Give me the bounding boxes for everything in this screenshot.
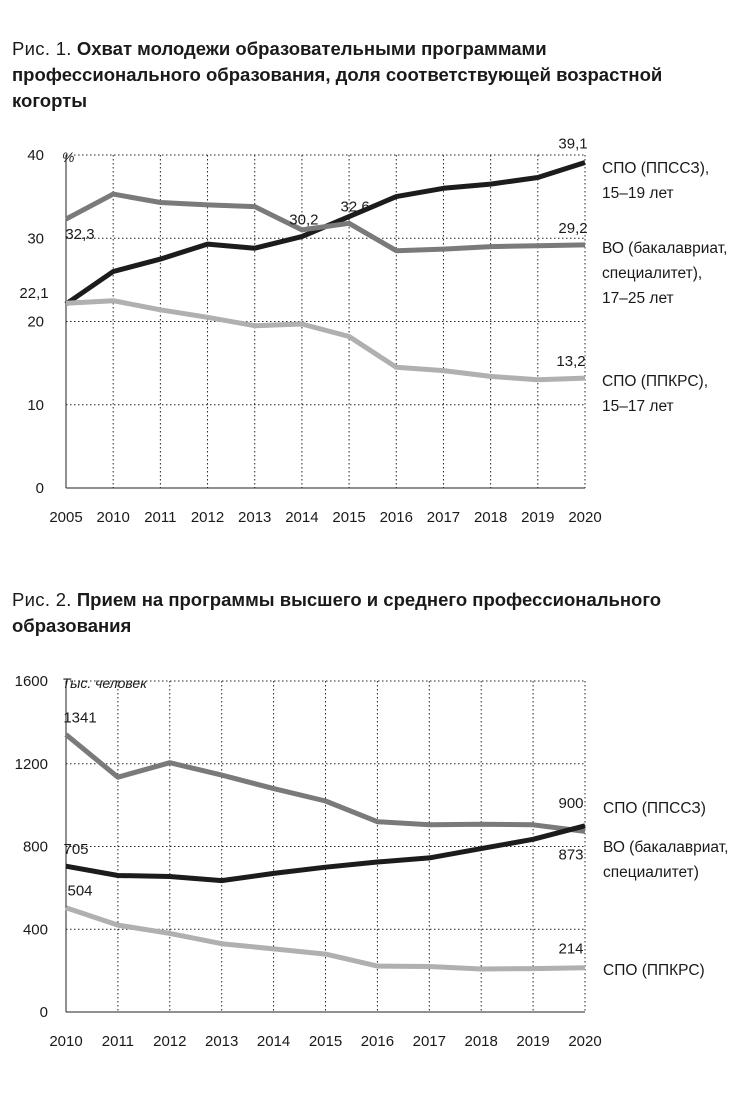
data-label: 29,2 xyxy=(558,220,587,237)
unit-label: % xyxy=(62,149,74,165)
series-name-label: специалитет) xyxy=(603,864,699,881)
y-tick-label: 0 xyxy=(36,480,44,497)
data-label: 13,2 xyxy=(556,353,585,370)
x-tick-label: 2017 xyxy=(427,509,460,526)
data-label: 705 xyxy=(63,841,88,858)
x-tick-label: 2010 xyxy=(49,1033,82,1050)
data-label: 504 xyxy=(67,883,92,900)
series-line-2 xyxy=(64,191,586,254)
unit-label: Тыс. человек xyxy=(62,675,148,691)
x-tick-label: 2015 xyxy=(309,1033,342,1050)
y-tick-label: 800 xyxy=(23,839,48,856)
x-tick-label: 2019 xyxy=(516,1033,549,1050)
x-tick-label: 2013 xyxy=(238,509,271,526)
series-name-label: 17–25 лет xyxy=(602,290,674,307)
figure-2-title: Рис. 2. Прием на программы высшего и сре… xyxy=(12,587,712,639)
y-tick-label: 10 xyxy=(27,397,44,414)
figure-2-title-text: Прием на программы высшего и среднего пр… xyxy=(12,589,662,636)
x-tick-label: 2020 xyxy=(568,509,601,526)
x-tick-label: 2015 xyxy=(332,509,365,526)
y-tick-label: 0 xyxy=(40,1004,48,1021)
y-tick-label: 1200 xyxy=(15,756,48,773)
x-tick-label: 2014 xyxy=(257,1033,290,1050)
data-label: 32,3 xyxy=(65,226,94,243)
y-tick-label: 40 xyxy=(27,147,44,164)
series-name-label: СПО (ППКРС) xyxy=(603,962,705,979)
y-tick-label: 20 xyxy=(27,314,44,331)
x-tick-label: 2005 xyxy=(49,509,82,526)
data-label: 900 xyxy=(558,795,583,812)
x-tick-label: 2016 xyxy=(380,509,413,526)
data-label: 214 xyxy=(558,941,583,958)
x-tick-label: 2016 xyxy=(361,1033,394,1050)
data-label: 873 xyxy=(558,846,583,863)
series-name-label: ВО (бакалавриат, xyxy=(603,839,728,856)
x-tick-label: 2013 xyxy=(205,1033,238,1050)
series-name-label: специалитет), xyxy=(602,265,702,282)
series-line-1 xyxy=(64,732,586,834)
series-name-label: СПО (ППКРС), xyxy=(602,373,708,390)
series-line-3 xyxy=(65,298,586,383)
figure-1-title: Рис. 1. Охват молодежи образовательными … xyxy=(12,36,712,114)
series-name-label: СПО (ППССЗ), xyxy=(602,160,709,177)
x-tick-label: 2011 xyxy=(144,509,176,526)
y-tick-label: 1600 xyxy=(15,673,48,690)
x-tick-label: 2010 xyxy=(96,509,129,526)
data-label: 32,6 xyxy=(340,198,369,215)
figure-1-prefix: Рис. 1. xyxy=(12,38,72,59)
y-tick-label: 400 xyxy=(23,921,48,938)
x-tick-label: 2019 xyxy=(521,509,554,526)
x-tick-label: 2017 xyxy=(413,1033,446,1050)
chart-1: 0 10 20 30 40 2005 2010 2011 2012 2013 2014 2015 201… xyxy=(19,135,727,526)
figure-2-prefix: Рис. 2. xyxy=(12,589,72,610)
y-tick-label: 30 xyxy=(27,230,44,247)
series-name-label: 15–17 лет xyxy=(602,398,674,415)
data-label: 30,2 xyxy=(289,212,318,229)
series-line-3 xyxy=(65,905,586,972)
series-line-2 xyxy=(65,823,586,884)
x-tick-label: 2012 xyxy=(153,1033,186,1050)
x-tick-label: 2014 xyxy=(285,509,318,526)
x-tick-label: 2012 xyxy=(191,509,224,526)
x-tick-label: 2018 xyxy=(465,1033,498,1050)
data-label: 1341 xyxy=(63,710,96,727)
x-tick-label: 2018 xyxy=(474,509,507,526)
x-tick-label: 2020 xyxy=(568,1033,601,1050)
series-name-label: СПО (ППССЗ) xyxy=(603,800,706,817)
data-label: 39,1 xyxy=(558,135,587,152)
x-tick-label: 2011 xyxy=(102,1033,134,1050)
series-name-label: ВО (бакалавриат, xyxy=(602,240,727,257)
data-label: 22,1 xyxy=(19,285,48,302)
figure-1-title-text: Охват молодежи образовательными программ… xyxy=(12,38,663,111)
series-name-label: 15–19 лет xyxy=(602,185,674,202)
